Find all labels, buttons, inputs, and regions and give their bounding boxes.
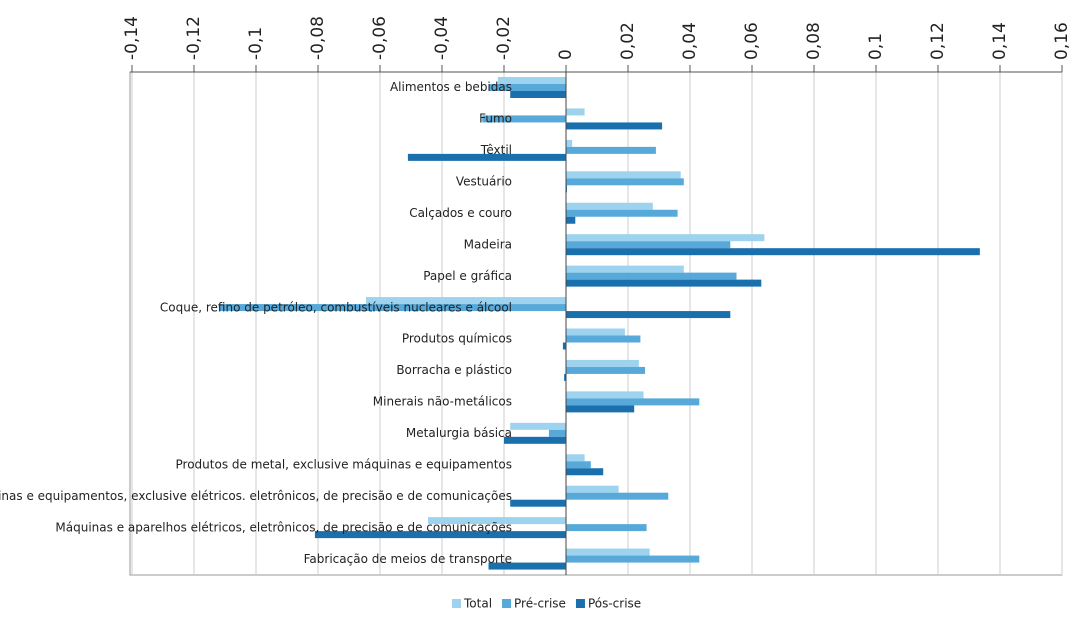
legend-swatch (502, 599, 512, 608)
bar (566, 139, 573, 147)
bar (428, 517, 566, 525)
x-tick-label: -0,12 (184, 16, 204, 60)
bar (566, 405, 635, 413)
legend-label: Total (463, 597, 492, 611)
bar (482, 115, 566, 123)
bar (510, 499, 566, 507)
bar (566, 265, 684, 273)
bar (488, 562, 566, 570)
bar (566, 328, 625, 336)
bar (566, 122, 663, 130)
category-label: Calçados e couro (409, 206, 512, 220)
x-tick-label: 0,04 (680, 22, 700, 60)
x-tick-label: 0,16 (1052, 22, 1072, 60)
bar (566, 216, 576, 224)
legend-swatch (575, 599, 585, 608)
x-tick-label: -0,06 (370, 16, 390, 60)
bar (407, 153, 566, 161)
category-label: Vestuário (456, 175, 512, 189)
bar (566, 454, 585, 462)
bar (497, 77, 566, 84)
x-tick-label: 0,12 (928, 22, 948, 60)
bar (566, 492, 669, 500)
x-tick-label: 0,02 (618, 22, 638, 60)
x-tick-label: 0 (556, 49, 576, 60)
bar (510, 422, 566, 430)
category-label: Metalurgia básica (406, 426, 512, 440)
bar (566, 209, 678, 217)
x-tick-label: -0,08 (308, 16, 328, 60)
category-label: Papel e gráfica (423, 269, 512, 283)
category-label: Máquinas e aparelhos elétricos, eletrôni… (55, 520, 512, 534)
category-label: Alimentos e bebidas (390, 80, 512, 94)
legend-label: Pós-crise (588, 597, 641, 611)
bar (488, 84, 566, 91)
x-tick-label: -0,1 (246, 27, 266, 60)
category-label: Madeira (464, 237, 512, 251)
bar (566, 279, 762, 287)
bar (566, 202, 653, 210)
category-label: Fumo (479, 112, 512, 126)
bar (566, 234, 765, 242)
category-label: Têxtil (480, 143, 512, 157)
x-tick-label: 0,08 (804, 22, 824, 60)
bar (562, 342, 566, 350)
legend-label: Pré-crise (514, 597, 566, 611)
bar (566, 311, 731, 319)
bar (566, 391, 644, 399)
category-label: Produtos de metal, exclusive máquinas e … (176, 457, 512, 471)
bar (566, 366, 646, 374)
category-label: Máquinas e equipamentos, exclusive elétr… (0, 489, 512, 503)
category-label: Coque, refino de petróleo, combustíveis … (160, 300, 512, 314)
bar (566, 398, 700, 406)
bar (564, 373, 566, 381)
x-tick-label: -0,02 (494, 16, 514, 60)
bar (566, 241, 731, 249)
bar (566, 146, 656, 154)
bar (566, 461, 591, 469)
bar (566, 524, 647, 532)
bar (314, 531, 566, 539)
bar (366, 297, 566, 305)
legend-swatch (452, 599, 461, 608)
x-tick-label: 0,14 (990, 22, 1010, 60)
bar (566, 108, 585, 116)
category-label: Minerais não-metálicos (373, 395, 512, 409)
category-label: Borracha e plástico (396, 363, 512, 377)
category-label: Produtos químicos (402, 332, 512, 346)
bar (548, 429, 566, 437)
x-tick-label: 0,1 (866, 33, 886, 60)
x-tick-label: -0,14 (122, 16, 142, 60)
bar (566, 555, 700, 563)
bar (510, 91, 566, 98)
bar (504, 436, 566, 444)
bar (566, 485, 619, 493)
bar (566, 359, 639, 367)
bar (218, 304, 567, 312)
x-tick-label: 0,06 (742, 22, 762, 60)
bar (566, 335, 641, 343)
bar (566, 548, 650, 556)
bar (566, 178, 684, 186)
bar (566, 171, 681, 179)
x-tick-label: -0,04 (432, 16, 452, 60)
category-label: Fabricação de meios de transporte (304, 552, 512, 566)
bar (566, 468, 604, 476)
bar (566, 248, 980, 256)
bar (566, 272, 737, 280)
